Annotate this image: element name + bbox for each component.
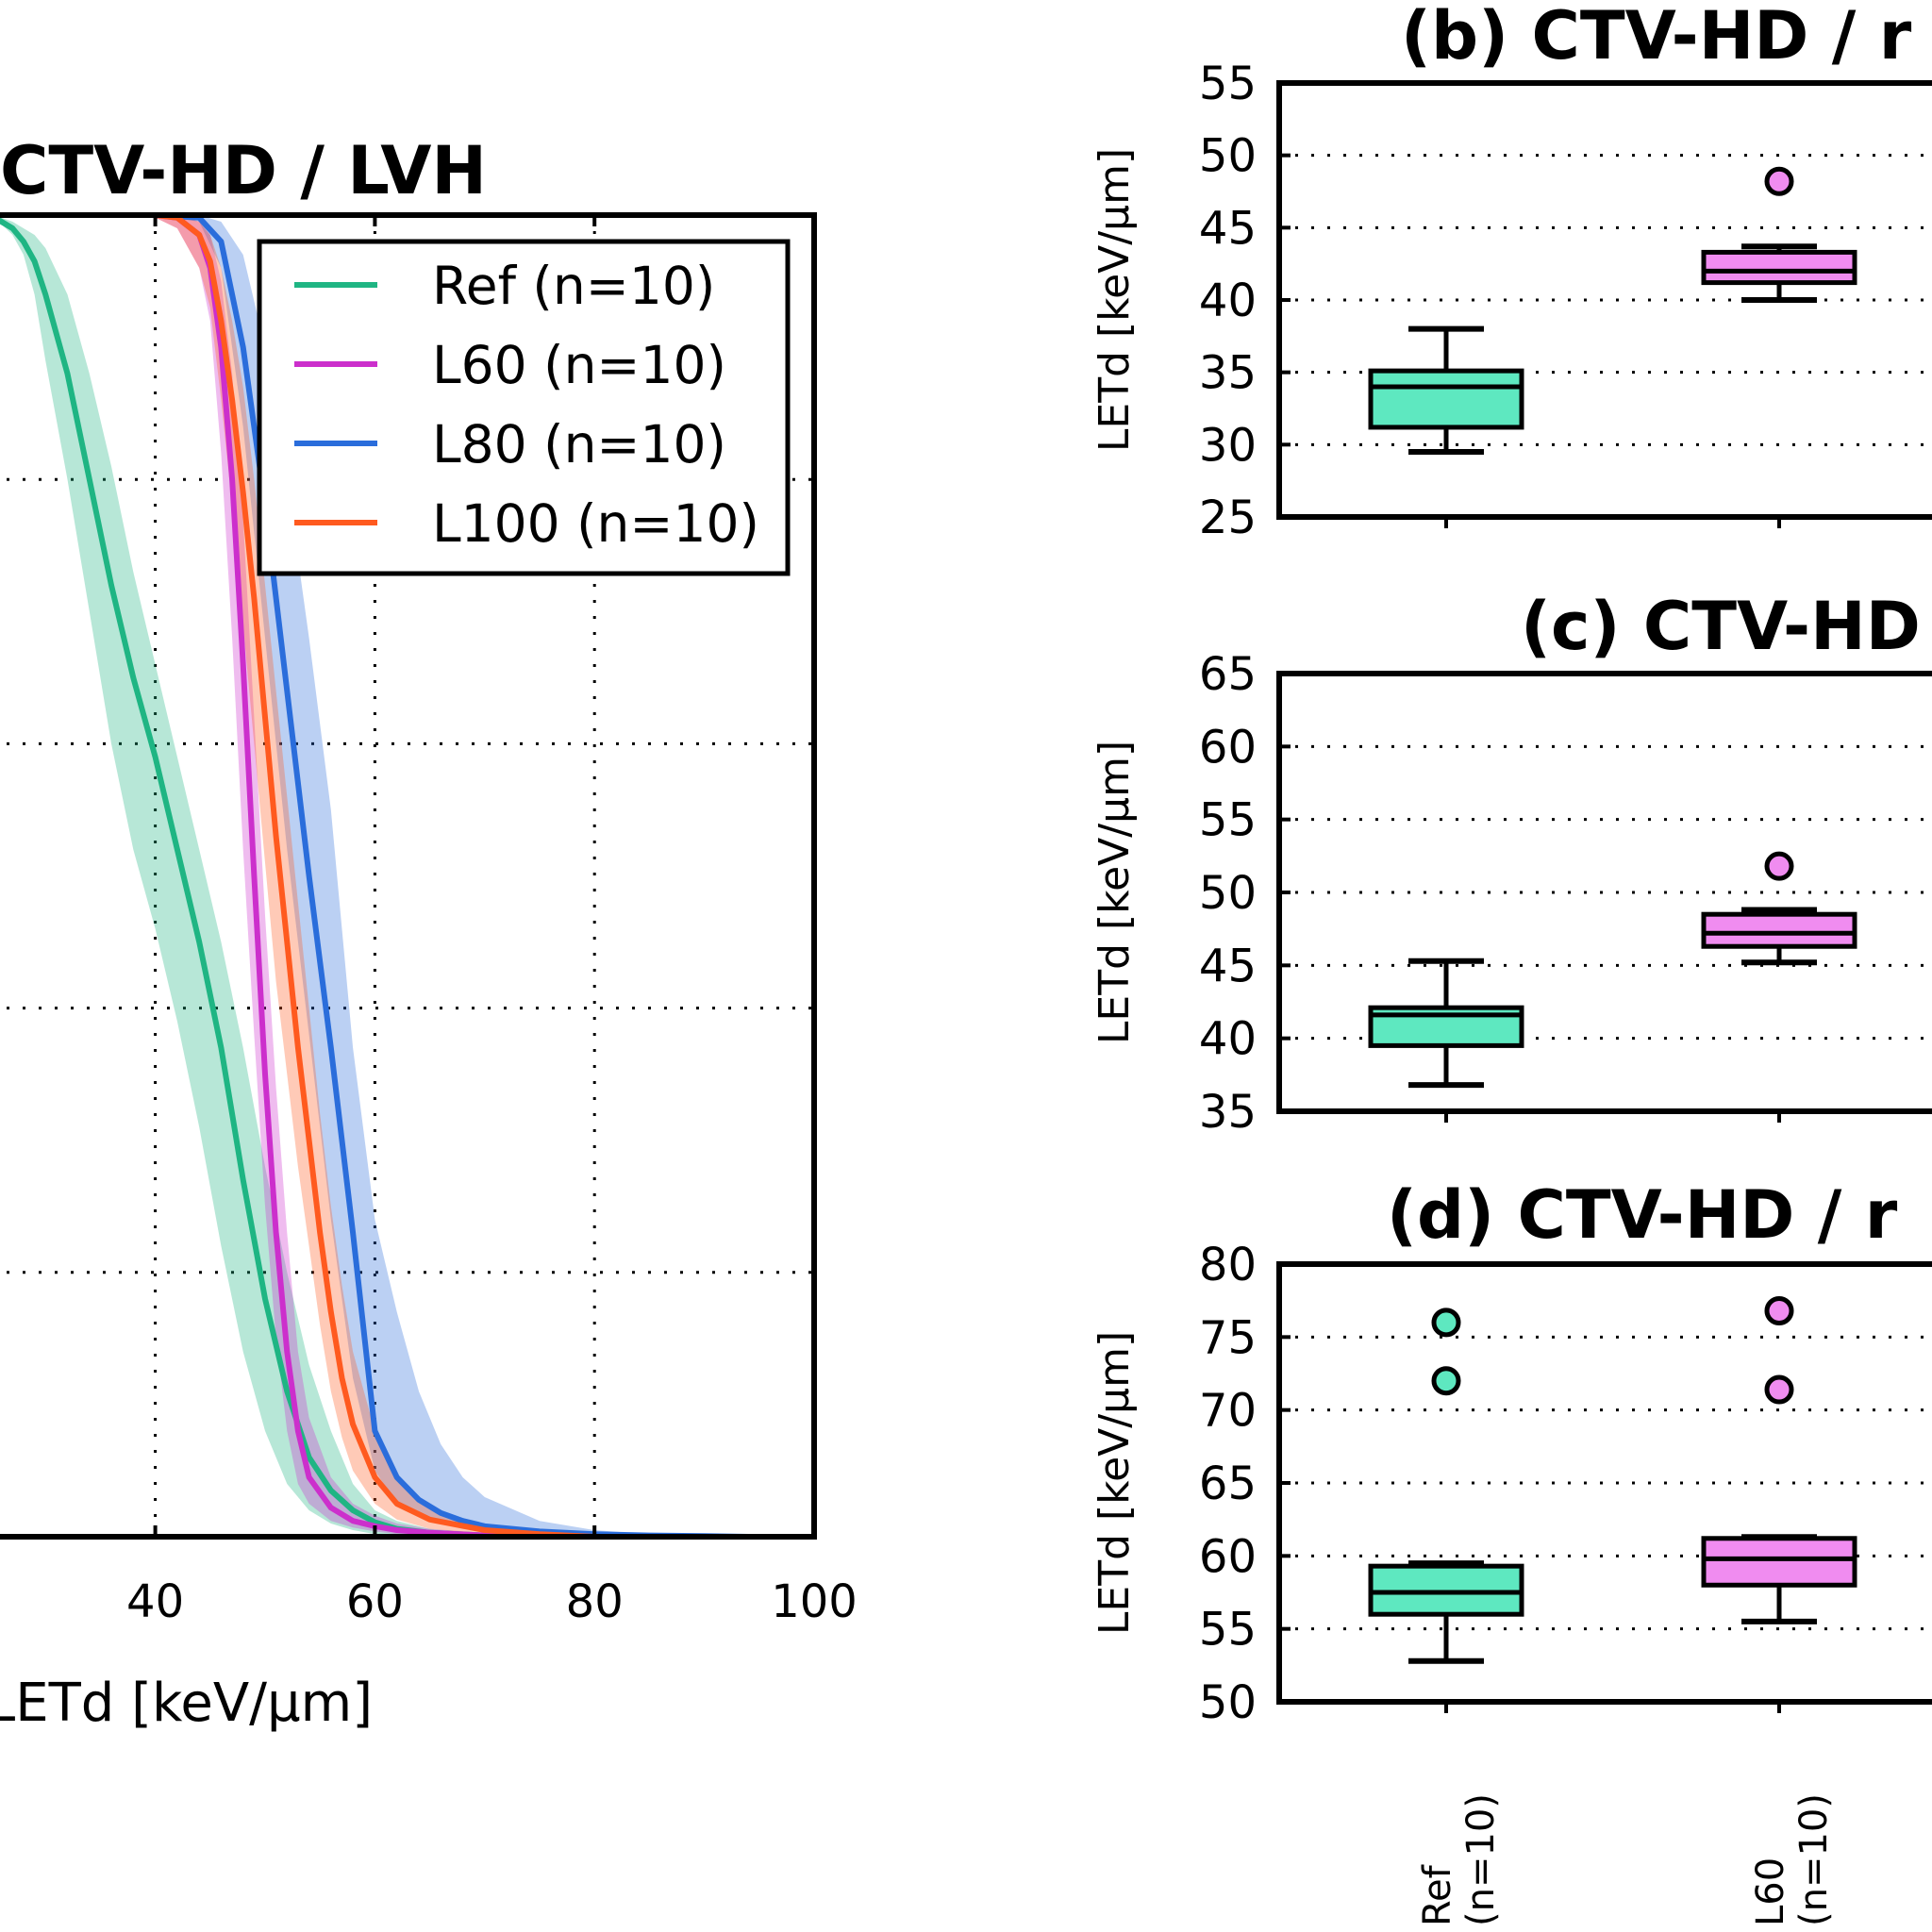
panel-d-ytick-label-1: 55 [1199, 1604, 1257, 1657]
panel-a-xtick-label-3: 100 [771, 1575, 858, 1628]
panel-c-ytick-label-5: 60 [1199, 721, 1257, 774]
legend-items: Ref (n=10) L60 (n=10) L80 (n=10) L100 (n=10… [294, 256, 759, 554]
panel-b-title: (b) CTV-HD / r [1401, 0, 1912, 75]
panel-c-ytick-label-1: 40 [1199, 1013, 1257, 1066]
panel-d-boxes [1368, 1295, 1857, 1664]
panel-a-xlabel: LETd [keV/μm] [0, 1673, 373, 1734]
panel-d-ytick-label-0: 50 [1199, 1676, 1257, 1729]
category-label-0: Ref(n=10) [1416, 1793, 1503, 1926]
panel-d-category-labels: Ref(n=10) L60(n=10) [1416, 1793, 1836, 1926]
panel-c-box-chart: (c) CTV-HD 35 40 45 50 55 60 65 LETd [keV/μm] [1091, 588, 1932, 1139]
panel-d-ytick-label-6: 80 [1199, 1239, 1257, 1291]
panel-b-ytick-label-4: 45 [1199, 202, 1257, 255]
outlier-0 [1764, 851, 1794, 881]
panel-b-box-ref [1368, 325, 1524, 455]
panel-d-ytick-label-2: 60 [1199, 1530, 1257, 1583]
panel-c-ytick-label-2: 45 [1199, 940, 1257, 992]
panel-c-ylabel: LETd [keV/μm] [1091, 741, 1139, 1044]
panel-a-title: CTV-HD / LVH [0, 132, 487, 209]
panel-c-ytick-label-6: 65 [1199, 648, 1257, 701]
panel-d-ytick-label-4: 70 [1199, 1385, 1257, 1438]
panel-d-title: (d) CTV-HD / r [1387, 1176, 1898, 1254]
panel-d-box-chart: (d) CTV-HD / r 50 55 60 65 70 75 80 LETd [keV/… [1091, 1176, 1932, 1926]
legend-label-ref: Ref (n=10) [432, 256, 715, 316]
legend-label-l100: L100 (n=10) [432, 493, 759, 554]
panel-d-box-l60 [1701, 1295, 1857, 1624]
outlier-0 [1764, 1374, 1794, 1405]
panel-d-grid [1279, 1335, 1932, 1631]
outlier-0 [1764, 166, 1794, 196]
panel-b-ylabel: LETd [keV/μm] [1091, 148, 1139, 452]
panel-b-box-l60 [1701, 166, 1857, 303]
panel-c-title: (c) CTV-HD [1521, 588, 1921, 665]
panel-c-boxes [1368, 851, 1857, 1089]
panel-c-ytick-label-0: 35 [1199, 1086, 1257, 1139]
panel-d-ytick-label-5: 75 [1199, 1311, 1257, 1364]
panel-a-xtick-label-1: 60 [346, 1575, 404, 1628]
panel-d-box-ref [1368, 1307, 1524, 1664]
panel-c-box-l60 [1701, 851, 1857, 966]
panel-d-yticks: 50 55 60 65 70 75 80 [1199, 1239, 1781, 1729]
box-body [1701, 1536, 1857, 1588]
panel-c-box-ref [1368, 958, 1524, 1089]
panel-b-box-chart: (b) CTV-HD / r 25 30 35 40 45 50 55 LETd [keV/… [1091, 0, 1932, 544]
category-label-1: L60(n=10) [1749, 1793, 1836, 1926]
panel-a-xtick-label-2: 80 [566, 1575, 624, 1628]
panel-b-ytick-label-2: 35 [1199, 347, 1257, 400]
box-body [1701, 911, 1857, 949]
panel-a-frame [0, 212, 817, 1540]
panel-b-ytick-label-3: 40 [1199, 275, 1257, 327]
outlier-0 [1431, 1366, 1461, 1396]
panel-d-ytick-label-3: 65 [1199, 1457, 1257, 1510]
panel-d-ylabel: LETd [keV/μm] [1091, 1331, 1139, 1635]
panel-c-grid [1279, 744, 1932, 1041]
box-body [1368, 368, 1524, 430]
legend-label-l60: L60 (n=10) [432, 335, 726, 395]
panel-b-yticks: 25 30 35 40 45 50 55 [1199, 58, 1781, 544]
legend-label-l80: L80 (n=10) [432, 414, 726, 475]
legend: Ref (n=10) L60 (n=10) L80 (n=10) L100 (n=10… [257, 239, 791, 576]
panel-b-boxes [1368, 166, 1857, 455]
legend-frame [257, 239, 791, 576]
panel-c-ytick-label-4: 55 [1199, 794, 1257, 847]
box-body [1701, 249, 1857, 286]
line-l100 [0, 212, 595, 1540]
panel-a-xticks: 40 60 80 100 [126, 215, 858, 1628]
panel-b-ytick-label-0: 25 [1199, 491, 1257, 544]
band-l80 [0, 215, 749, 1537]
panel-a-lvh-chart: CTV-HD / LVH 40 60 80 100 LETd [keV/μm] Ref… [0, 132, 858, 1734]
outlier-1 [1764, 1295, 1794, 1325]
panel-b-ytick-label-5: 50 [1199, 130, 1257, 183]
panel-b-ytick-label-1: 30 [1199, 419, 1257, 472]
panel-b-ytick-label-6: 55 [1199, 58, 1257, 110]
outlier-1 [1431, 1307, 1461, 1338]
panel-c-yticks: 35 40 45 50 55 60 65 [1199, 648, 1781, 1139]
panel-c-ytick-label-3: 50 [1199, 867, 1257, 920]
panel-a-xtick-label-0: 40 [126, 1575, 184, 1628]
line-ref [0, 217, 595, 1540]
